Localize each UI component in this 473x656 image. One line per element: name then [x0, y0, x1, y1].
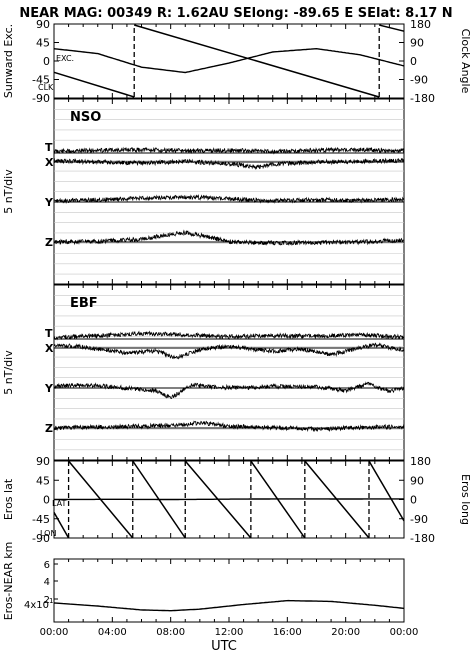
nso-trace-y — [53, 194, 405, 204]
ebf-trace-x — [53, 342, 405, 360]
excursion-line — [53, 47, 405, 74]
nso-trace-name: X — [45, 156, 54, 169]
eros-coords-left-label: Eros lat — [2, 478, 15, 520]
lat-annotation: LAT — [52, 499, 66, 508]
nso-ylabel: 5 nT/div — [2, 169, 15, 214]
distance-frame — [53, 558, 405, 623]
nso-trace-name: Z — [45, 236, 53, 249]
eros-coords-right-tick: -180 — [410, 532, 435, 545]
sun-angles-right-label: Clock Angle — [459, 29, 472, 94]
clk-annotation: CLK — [38, 83, 54, 92]
eros-coords-left-tick: 0 — [43, 494, 50, 507]
sun-angles-right-tick: 90 — [410, 37, 424, 50]
sun-angles-left-tick: 45 — [36, 37, 50, 50]
distance-y-tick: 4 — [44, 577, 50, 588]
x-tick-label: 20:00 — [331, 627, 360, 638]
sun-angles-left-tick: -45 — [32, 74, 50, 87]
sun-angles-left-tick: 0 — [43, 55, 50, 68]
eros-lat-line — [54, 498, 404, 501]
eros-coords-left-tick: -90 — [32, 532, 50, 545]
ebf-label: EBF — [70, 296, 98, 311]
distance-annotation-exponent: 1 — [49, 597, 53, 605]
eros-coords-left-tick: -45 — [32, 513, 50, 526]
chart-title: NEAR MAG: 00349 R: 1.62AU SElong: -89.65… — [19, 6, 452, 21]
x-tick-label: 08:00 — [156, 627, 185, 638]
nso-trace-x — [53, 157, 405, 170]
eros-coords-right-tick: -90 — [410, 513, 428, 526]
eros-coords-right-label: Eros long — [459, 474, 472, 525]
sun-angles-right-tick: -90 — [410, 74, 428, 87]
distance-line — [53, 599, 405, 612]
eros-coords-right-tick: 180 — [410, 455, 431, 468]
ebf-trace-t — [53, 330, 405, 341]
x-tick-label: 12:00 — [215, 627, 244, 638]
ebf-trace-name: X — [45, 342, 54, 355]
sun-angles-right-tick: 0 — [410, 55, 417, 68]
eros-coords-right-tick: 90 — [410, 474, 424, 487]
ebf-trace-name: Y — [44, 382, 54, 395]
eros-coords-left-tick: 45 — [36, 474, 50, 487]
exc-annotation: EXC. — [56, 54, 74, 63]
ebf-trace-name: T — [45, 327, 53, 340]
x-tick-label: 04:00 — [98, 627, 127, 638]
sun-angles-left-label: Sunward Exc. — [2, 24, 15, 98]
distance-annotation: 4x10 — [24, 600, 49, 611]
x-tick-label: 16:00 — [273, 627, 302, 638]
distance-y-tick: 2 — [44, 595, 50, 606]
ebf-trace-y — [53, 381, 405, 399]
sun-angles-left-tick: -90 — [32, 92, 50, 105]
sun-angles-frame — [53, 23, 405, 99]
ebf-frame — [53, 284, 405, 461]
x-axis-label: UTC — [211, 639, 237, 654]
clock-angle-line — [53, 24, 405, 98]
ebf-ylabel: 5 nT/div — [2, 350, 15, 395]
distance-ylabel: Eros-NEAR km — [2, 542, 15, 621]
eros-coords-right-tick: 0 — [410, 494, 417, 507]
x-tick-label: 00:00 — [40, 627, 69, 638]
nso-trace-name: T — [45, 141, 53, 154]
nso-trace-t — [53, 146, 405, 155]
sun-angles-left-tick: 90 — [36, 18, 50, 31]
nso-label: NSO — [70, 110, 101, 125]
ebf-trace-z — [53, 420, 405, 433]
distance-y-tick: 6 — [44, 560, 50, 571]
nso-trace-z — [53, 229, 405, 247]
sun-angles-right-tick: 180 — [410, 18, 431, 31]
lon-annotation: LON — [40, 529, 56, 538]
nso-trace-name: Y — [44, 196, 54, 209]
x-tick-label: 00:00 — [390, 627, 419, 638]
sun-angles-right-tick: -180 — [410, 92, 435, 105]
eros-coords-left-tick: 90 — [36, 455, 50, 468]
ebf-trace-name: Z — [45, 422, 53, 435]
